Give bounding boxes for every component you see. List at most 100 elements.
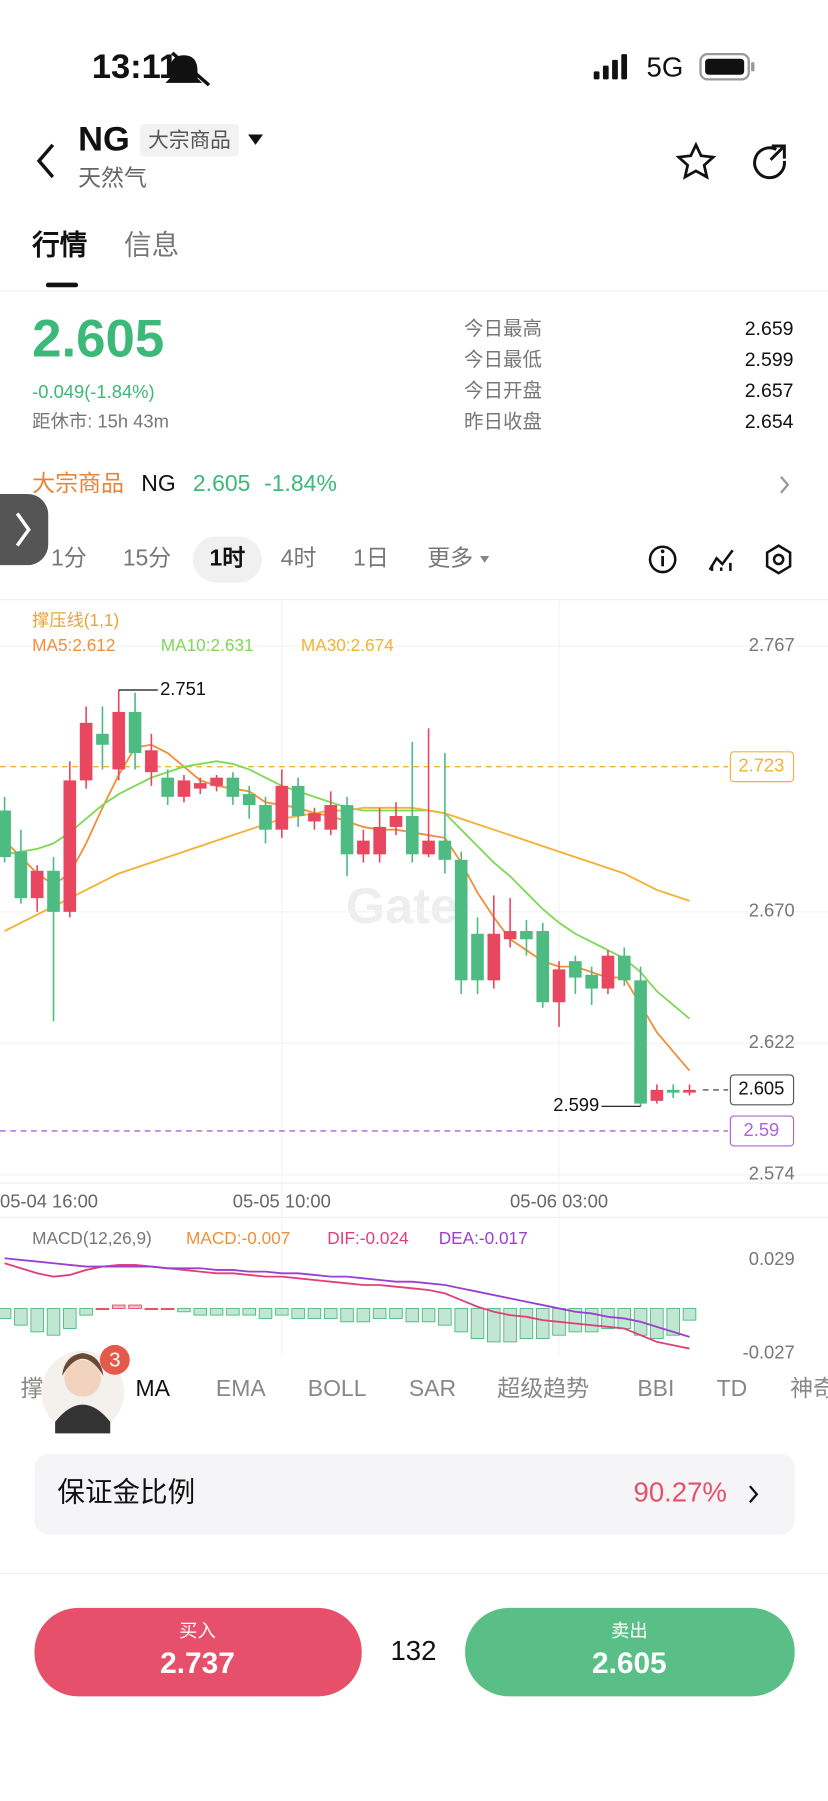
macd-bar [356, 1307, 371, 1323]
stat-label: 今日最高 [464, 318, 542, 340]
stats: 今日最高 2.659 今日最低 2.599 今日开盘 2.657 昨日收盘 2.654 [464, 318, 794, 433]
macd-bar [650, 1307, 664, 1339]
indicator-tab[interactable]: SAR [409, 1375, 456, 1401]
indicator-tab[interactable]: TD [717, 1375, 748, 1401]
high-label: 2.751 [160, 678, 206, 699]
candle-body [112, 711, 126, 770]
legend-item: DEA:-0.017 [439, 1228, 528, 1248]
macd-bar [584, 1307, 599, 1333]
interval-tab[interactable]: 4时 [281, 544, 317, 570]
price-level-label: 2.723 [738, 755, 784, 776]
last-price: 2.605 [32, 309, 164, 368]
sell-button[interactable] [465, 1607, 795, 1697]
macd-bar [682, 1307, 697, 1321]
candle-body [487, 933, 501, 981]
macd-bar [323, 1307, 338, 1319]
market-tag[interactable]: 大宗商品 [148, 129, 231, 152]
interval-tab[interactable]: 1分 [51, 544, 87, 570]
y-tick-label: 2.574 [749, 1163, 795, 1184]
intervals: 1分 15分 1时 4时 1日 更多 [51, 544, 490, 570]
favorite-button[interactable] [675, 141, 717, 180]
candle-body [617, 955, 631, 981]
indicator-tab[interactable]: 撑 [21, 1375, 44, 1401]
mute-icon [165, 51, 211, 87]
share-button[interactable] [753, 144, 786, 180]
indicator-tab[interactable]: 超级趋势 [497, 1375, 589, 1401]
indicator-tab[interactable]: EMA [216, 1375, 266, 1401]
indicator-tab[interactable]: MA [136, 1375, 171, 1401]
candle-body [63, 780, 77, 912]
market-tag-bg [140, 124, 239, 157]
indicator-bar: 撑 MA EMA BOLL SAR 超级趋势 BBI TD 神奇 [21, 1375, 828, 1401]
banner-market[interactable]: 大宗商品 [32, 470, 124, 496]
tab[interactable]: 信息 [124, 229, 179, 260]
candle-body [14, 851, 28, 899]
indicator-tab[interactable]: BBI [637, 1375, 674, 1401]
indicator-tab[interactable]: 神奇 [790, 1375, 828, 1401]
price-level-label: 2.605 [738, 1078, 784, 1099]
macd-bar [0, 1307, 12, 1319]
stat-value: 2.657 [745, 380, 794, 402]
banner-change: -1.84% [264, 470, 337, 496]
buy-label: 买入 [179, 1620, 216, 1641]
interval-tab[interactable]: 1时 [210, 544, 246, 570]
candle-body [683, 1089, 696, 1093]
macd-bar [226, 1307, 240, 1316]
tab[interactable]: 行情 [31, 229, 87, 260]
candle-body [389, 815, 403, 827]
more-arrow [480, 555, 490, 563]
stat-label: 昨日收盘 [464, 411, 542, 433]
candle-body [634, 980, 647, 1104]
candle-body [47, 870, 60, 912]
low-label: 2.599 [553, 1094, 599, 1115]
candle-body [177, 780, 191, 797]
candle-body [0, 810, 11, 858]
candle-body [552, 969, 566, 1003]
macd-bar [111, 1304, 126, 1309]
candle-body [96, 733, 109, 745]
legend-item: MA10:2.631 [161, 635, 254, 655]
settings-button[interactable] [765, 544, 792, 575]
interval-tab[interactable]: 15分 [123, 544, 172, 570]
candle-body [373, 826, 386, 855]
candle-body [569, 961, 582, 978]
back-button[interactable] [36, 143, 55, 179]
dropdown-arrow[interactable] [248, 134, 263, 145]
candle-body [193, 783, 207, 789]
candle-body [308, 813, 321, 822]
badge: 3 [109, 1348, 121, 1371]
banner-symbol[interactable]: NG [141, 470, 175, 496]
info-button[interactable] [648, 545, 677, 574]
margin-card[interactable] [34, 1454, 795, 1535]
interval-tab[interactable]: 1日 [353, 544, 389, 570]
y-tick-label: 2.670 [749, 900, 795, 921]
macd-bar [144, 1307, 159, 1311]
buy-button[interactable] [34, 1607, 362, 1697]
candle-body [520, 931, 533, 940]
assistant-avatar[interactable] [41, 1350, 125, 1434]
macd-bar [209, 1307, 224, 1316]
macd-bar [340, 1307, 354, 1323]
candle-body [324, 805, 338, 830]
price-change: -0.049(-1.84%) [32, 381, 154, 402]
x-tick-label: 05-05 10:00 [233, 1190, 331, 1211]
macd-bar [470, 1307, 485, 1339]
y-tick-label: 0.029 [749, 1248, 795, 1269]
macd-bar [128, 1304, 142, 1309]
interval-tab[interactable]: 更多 [427, 544, 473, 570]
side-drawer-tab[interactable] [0, 493, 49, 566]
tab-indicator [45, 282, 79, 288]
indicator-tab[interactable]: BOLL [308, 1375, 367, 1401]
candle-body [438, 840, 452, 860]
macd-bar [193, 1307, 208, 1316]
macd-bar [258, 1307, 273, 1319]
macd-bar [275, 1307, 289, 1316]
close-timer: 距休市: 15h 43m [32, 411, 169, 432]
candle-body [275, 785, 289, 830]
legend-title: 撑压线(1,1) [32, 610, 119, 630]
banner-chevron[interactable] [780, 475, 790, 494]
indicator-button[interactable] [708, 549, 734, 571]
candle-body [454, 859, 468, 981]
